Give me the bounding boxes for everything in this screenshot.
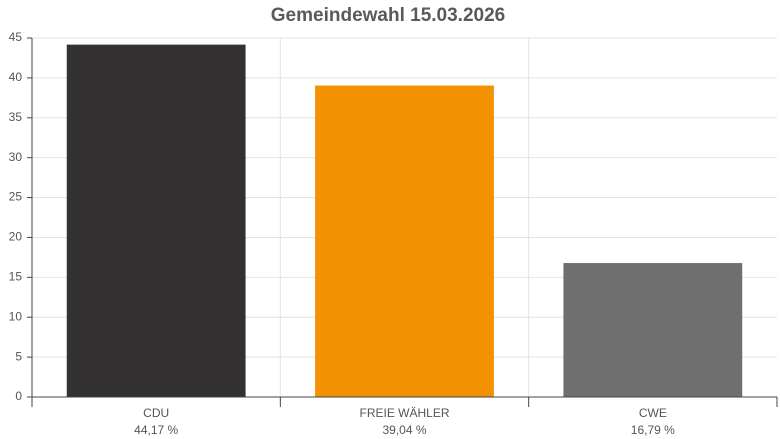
x-tick-label: CWE — [639, 406, 667, 420]
x-tick-label: CDU — [143, 406, 169, 420]
y-tick-label: 40 — [9, 70, 23, 84]
value-label: 39,04 % — [382, 423, 426, 437]
chart-title: Gemeindewahl 15.03.2026 — [271, 5, 505, 26]
y-tick-label: 35 — [9, 110, 23, 124]
value-label: 16,79 % — [631, 423, 675, 437]
value-label: 44,17 % — [134, 423, 178, 437]
bar — [66, 44, 246, 398]
y-tick-label: 10 — [9, 309, 23, 323]
y-tick-label: 30 — [9, 150, 23, 164]
bar — [563, 263, 743, 397]
bar — [315, 85, 494, 398]
x-tick-label: FREIE WÄHLER — [359, 406, 449, 420]
y-tick-label: 5 — [15, 349, 22, 363]
y-tick-label: 45 — [9, 30, 23, 44]
y-tick-label: 20 — [9, 230, 23, 244]
y-tick-label: 0 — [15, 389, 22, 403]
y-tick-label: 15 — [9, 270, 23, 284]
y-tick-label: 25 — [9, 190, 23, 204]
